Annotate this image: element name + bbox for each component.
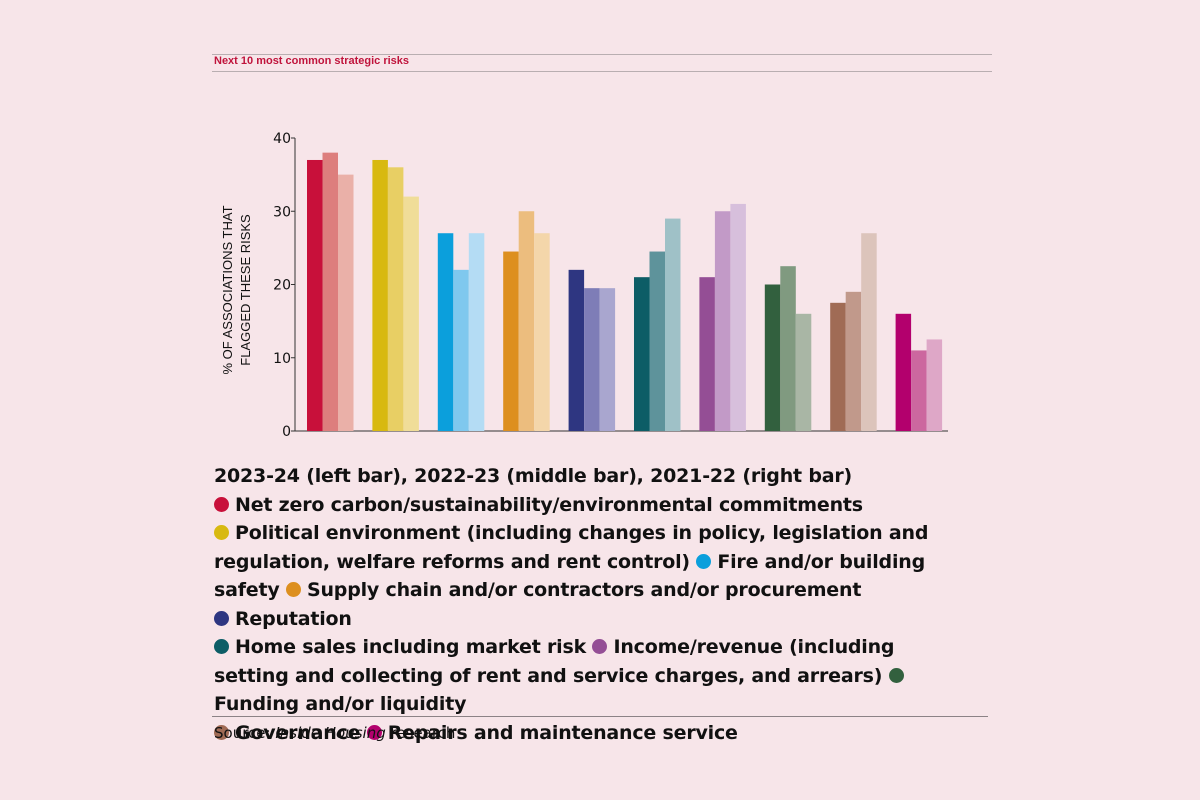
bar-6-2023-24 xyxy=(634,277,650,431)
legend-swatch xyxy=(214,610,229,626)
bar-7-2022-23 xyxy=(714,211,731,431)
bar-5-2022-23 xyxy=(584,288,600,431)
legend-item: Net zero carbon/sustainability/environme… xyxy=(214,494,863,516)
bar-2-2023-24 xyxy=(372,159,388,431)
legend-swatch xyxy=(888,667,904,683)
legend-label: Net zero carbon/sustainability/environme… xyxy=(235,493,863,516)
bar-7-2021-22 xyxy=(730,203,746,431)
header-top-rule xyxy=(212,54,992,55)
source-note: Source: Inside Housing research xyxy=(214,724,455,742)
bar-10-2022-23 xyxy=(911,350,927,431)
source-publication: Inside Housing xyxy=(275,724,386,742)
bar-8-2022-23 xyxy=(780,266,796,431)
bar-1-2022-23 xyxy=(322,152,338,431)
legend-item: Income/revenue (including setting and co… xyxy=(214,636,895,687)
legend-swatch xyxy=(214,496,229,512)
bar-3-2022-23 xyxy=(453,269,469,431)
source-prefix: Source: xyxy=(214,724,276,742)
legend-swatch xyxy=(214,525,229,540)
y-tick-label: 10 xyxy=(273,351,291,367)
bar-3-2021-22 xyxy=(468,233,485,431)
legend-items: Net zero carbon/sustainability/environme… xyxy=(214,491,974,748)
bar-4-2023-24 xyxy=(503,251,519,431)
legend-item: Home sales including market risk xyxy=(214,636,586,658)
bar-10-2021-22 xyxy=(926,339,943,431)
bar-6-2022-23 xyxy=(649,251,665,431)
bar-6-2021-22 xyxy=(665,218,681,431)
legend-label: Income/revenue (including setting and co… xyxy=(214,636,895,687)
legend-label: Supply chain and/or contractors and/or p… xyxy=(306,579,862,601)
legend-label: Political environment (including changes… xyxy=(214,522,929,573)
bar-8-2023-24 xyxy=(764,284,781,431)
legend-swatch xyxy=(592,639,608,654)
legend-label: Fire and/or building safety xyxy=(214,550,925,602)
bar-4-2021-22 xyxy=(534,233,550,431)
chart-header-title: Next 10 most common strategic risks xyxy=(214,55,410,67)
legend-item: Governance xyxy=(214,721,361,744)
legend-item: Repairs and maintenance service xyxy=(366,721,738,744)
bar-8-2021-22 xyxy=(795,313,812,431)
y-tick-label: 40 xyxy=(273,131,291,147)
bar-1-2023-24 xyxy=(307,159,323,431)
legend-swatch xyxy=(285,582,301,597)
bar-5-2021-22 xyxy=(599,288,616,431)
legend-label: Home sales including market risk xyxy=(235,636,587,658)
legend-label: Governance xyxy=(235,721,361,744)
bar-4-2022-23 xyxy=(518,211,535,431)
legend-item: Reputation xyxy=(214,608,352,630)
y-tick-label: 0 xyxy=(282,424,291,440)
legend-title: 2023-24 (left bar), 2022-23 (middle bar)… xyxy=(214,465,853,487)
legend-swatch xyxy=(366,724,382,740)
legend-label: Reputation xyxy=(235,607,352,630)
y-axis-label: FLAGGED THESE RISKS xyxy=(238,214,253,366)
bar-9-2021-22 xyxy=(861,233,877,431)
y-tick-label: 30 xyxy=(273,204,291,220)
bar-1-2021-22 xyxy=(338,174,354,431)
legend-label: Repairs and maintenance service xyxy=(387,721,738,744)
header-bottom-rule xyxy=(212,71,992,72)
legend-label: Funding and/or liquidity xyxy=(214,693,467,715)
chart-legend: 2023-24 (left bar), 2022-23 (middle bar)… xyxy=(214,462,974,747)
bar-7-2023-24 xyxy=(699,277,715,431)
bar-2-2021-22 xyxy=(403,196,419,431)
y-tick-label: 20 xyxy=(273,278,291,294)
source-rule xyxy=(212,716,988,717)
legend-swatch xyxy=(214,724,229,740)
source-suffix: research xyxy=(385,724,456,742)
legend-item: Supply chain and/or contractors and/or p… xyxy=(285,579,862,601)
bar-2-2022-23 xyxy=(387,167,404,432)
bar-5-2023-24 xyxy=(568,269,585,431)
legend-item: Funding and/or liquidity xyxy=(214,665,910,715)
y-axis-label: % OF ASSOCIATIONS THAT xyxy=(220,205,235,374)
bar-chart: 0 10 20 30 40 % OF ASSOCIATIONS THAT FLAGGED T… xyxy=(220,131,948,440)
bar-9-2023-24 xyxy=(830,302,846,431)
legend-swatch xyxy=(214,639,229,654)
bar-10-2023-24 xyxy=(895,313,912,431)
legend-swatch xyxy=(696,553,712,569)
legend-item: Political environment (including changes… xyxy=(214,522,928,573)
bar-3-2023-24 xyxy=(437,233,454,431)
legend-item: Fire and/or building safety xyxy=(214,551,925,602)
bar-9-2022-23 xyxy=(845,291,862,431)
